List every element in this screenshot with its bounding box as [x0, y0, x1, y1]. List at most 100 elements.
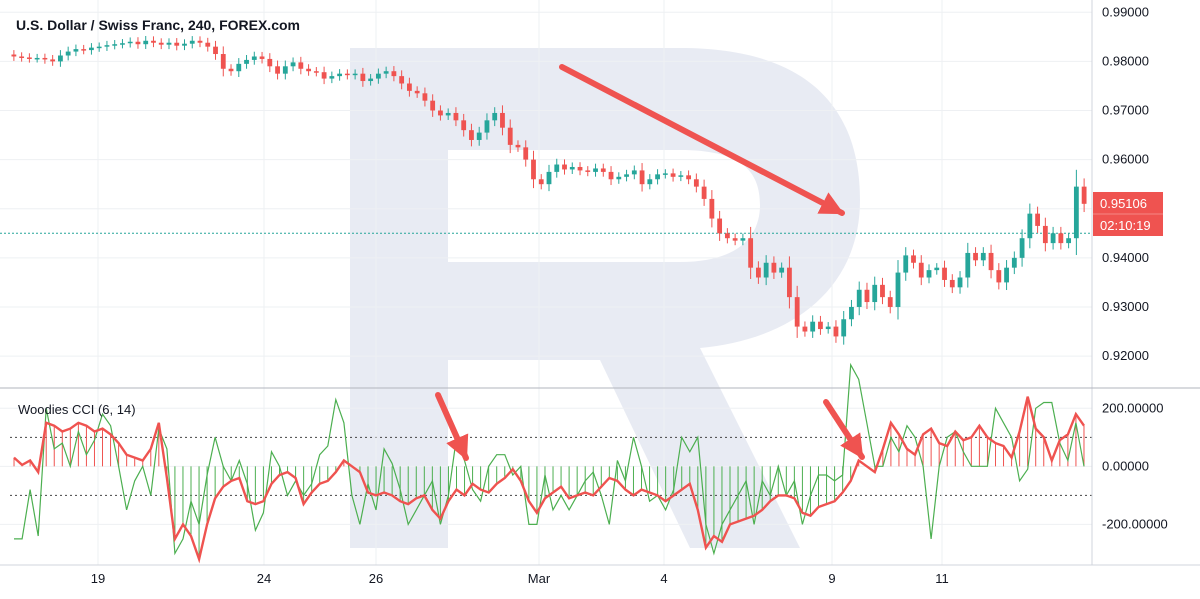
candle	[1058, 226, 1064, 250]
candle	[608, 166, 614, 186]
candle	[476, 126, 482, 146]
candle	[693, 173, 699, 193]
countdown-label: 02:10:19	[1100, 218, 1151, 233]
indicator-title: Woodies CCI (6, 14)	[18, 402, 136, 417]
candle	[65, 46, 71, 61]
candle	[554, 158, 560, 178]
candle	[352, 69, 358, 80]
candle	[996, 263, 1002, 290]
candle	[391, 66, 397, 82]
candle	[81, 44, 87, 55]
candle	[802, 321, 808, 337]
candle	[166, 38, 172, 50]
candle	[104, 40, 110, 51]
candle	[267, 53, 273, 73]
candle	[957, 271, 963, 294]
candle	[577, 162, 583, 176]
cci-pane: Woodies CCI (6, 14)	[13, 362, 1085, 564]
candle	[344, 69, 350, 80]
candle	[988, 244, 994, 279]
candle	[926, 264, 932, 284]
cci-tick-label: -200.00000	[1102, 516, 1168, 531]
candle	[771, 256, 777, 279]
candle	[934, 263, 940, 275]
candle	[507, 119, 513, 154]
price-tag: 0.95106 02:10:19	[1093, 192, 1163, 236]
candle	[1011, 251, 1017, 275]
candle	[383, 66, 389, 79]
candle	[523, 140, 529, 167]
candle	[1050, 226, 1056, 250]
price-tick-label: 0.94000	[1102, 250, 1149, 265]
time-tick-label: 26	[369, 571, 383, 586]
candle	[445, 108, 451, 120]
candle	[469, 123, 474, 147]
candle	[360, 67, 366, 87]
time-axis: 19 24 26 Mar 4 9 11	[91, 571, 949, 586]
candle	[569, 162, 575, 174]
candle	[887, 290, 893, 314]
candle	[670, 168, 676, 182]
cci-signal-arrow-1	[435, 392, 469, 461]
candle	[306, 64, 311, 76]
candle	[19, 52, 25, 62]
candle	[779, 262, 785, 278]
candle	[949, 274, 955, 294]
candle	[755, 261, 761, 284]
watermark-logo	[350, 48, 860, 548]
candle	[600, 163, 606, 177]
candle	[616, 172, 622, 184]
candle	[135, 37, 141, 49]
candle	[158, 38, 164, 50]
candle	[282, 60, 288, 80]
candle	[763, 255, 769, 286]
candle	[321, 66, 327, 85]
candle	[903, 247, 909, 281]
candle	[337, 69, 343, 81]
chart-title: U.S. Dollar / Swiss Franc, 240, FOREX.co…	[16, 17, 300, 33]
candle	[313, 67, 319, 77]
candle	[647, 174, 653, 190]
candle	[965, 242, 971, 288]
candle	[856, 281, 862, 316]
time-tick-label: 24	[257, 571, 271, 586]
time-tick-label: 9	[828, 571, 835, 586]
candle	[251, 51, 257, 65]
candle	[942, 260, 947, 287]
price-tick-label: 0.97000	[1102, 103, 1149, 118]
candle	[717, 210, 723, 241]
cci6-line	[14, 362, 1085, 556]
candle	[484, 113, 490, 140]
candle	[414, 86, 420, 98]
candle	[368, 74, 374, 86]
candle	[849, 299, 854, 327]
candle	[1073, 169, 1079, 256]
candle	[1042, 217, 1048, 252]
candle	[492, 107, 498, 127]
candle	[1035, 206, 1040, 233]
candle	[631, 165, 637, 180]
candle	[430, 94, 436, 117]
candle	[841, 311, 847, 345]
candle	[213, 40, 218, 60]
candle	[220, 46, 226, 77]
candle	[538, 174, 544, 190]
candle	[143, 35, 149, 49]
candle	[120, 39, 125, 49]
candle	[880, 277, 885, 305]
candle	[205, 37, 211, 52]
candle	[375, 68, 381, 84]
price-tick-label: 0.98000	[1102, 53, 1149, 68]
candle	[151, 36, 156, 48]
candle	[96, 42, 102, 52]
candle	[546, 164, 552, 192]
candle	[182, 39, 187, 51]
price-tick-label: 0.96000	[1102, 152, 1149, 167]
candle	[1019, 229, 1025, 267]
candle	[461, 113, 467, 137]
time-tick-label: 19	[91, 571, 105, 586]
candle	[73, 44, 79, 57]
candle	[275, 60, 280, 80]
candlesticks	[11, 35, 1087, 345]
